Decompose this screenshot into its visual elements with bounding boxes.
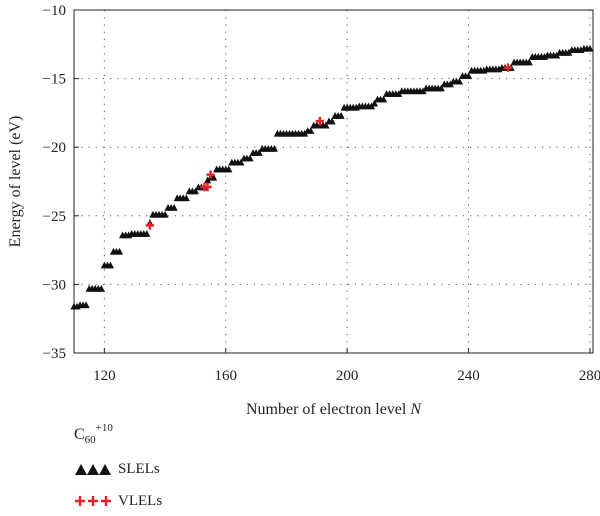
point-triangle [237,158,245,166]
point-plus [503,63,513,72]
legend-title-base: C [74,426,85,443]
point-triangle [191,187,200,195]
x-tick-label: 160 [215,368,238,384]
point-triangle [82,301,90,309]
point-triangle [225,165,233,173]
point-plus [206,170,215,179]
legend-title-sup: +10 [95,422,113,434]
legend: C60+10 SLELs VLELs [74,422,162,516]
point-plus [145,221,155,230]
y-tick-label: −10 [43,3,66,19]
point-triangle [255,149,263,156]
y-axis: −10 −15 −20 −25 −30 −35 [43,3,79,362]
plot-frame [73,9,594,354]
x-tick-label: 280 [579,368,600,384]
point-triangle [143,230,151,237]
point-triangle [586,44,594,52]
point-triangle [455,77,464,85]
x-tick-label: 240 [457,368,480,384]
point-triangle [464,72,473,80]
point-triangle [307,127,315,134]
y-tick-label: −15 [43,72,66,88]
legend-title: C60+10 [74,422,162,452]
point-triangle [337,112,345,119]
series-vlels [145,63,513,230]
y-tick-label: −30 [43,277,66,293]
x-axis-variable: N [409,401,422,418]
x-tick-label: 200 [336,368,359,384]
y-tick-label: −25 [43,209,66,225]
plus-marker-icon [75,496,111,506]
point-triangle [322,121,330,129]
point-triangle [170,203,178,211]
legend-title-sub: 60 [84,434,96,446]
point-triangle [370,99,379,107]
point-triangle [246,154,254,162]
point-triangle [106,261,115,269]
x-tick-label: 120 [93,368,116,384]
point-triangle [115,247,124,255]
point-triangle [525,58,533,66]
y-tick-label: −35 [43,346,66,362]
data-marks [70,44,594,310]
x-axis: 120 160 200 240 280 [93,348,600,384]
point-triangle [437,84,445,92]
legend-label-vlels: VLELs [118,492,163,509]
legend-item-vlels: VLELs [74,486,162,516]
point-triangle [270,144,278,152]
point-triangle [210,173,218,181]
legend-label-slels: SLELs [118,460,160,477]
triangle-marker-icon [75,464,111,475]
point-triangle [379,95,388,103]
series-slels [70,44,594,310]
point-triangle [328,117,336,125]
y-axis-title: Energy of level (eV) [7,116,24,248]
point-plus [315,116,325,126]
point-triangle [161,210,169,218]
point-plus [203,182,212,192]
y-tick-label: −20 [43,140,66,156]
point-triangle [97,284,105,292]
point-triangle [182,194,190,202]
x-axis-title: Number of electron level N [246,401,422,418]
legend-item-slels: SLELs [74,454,162,484]
